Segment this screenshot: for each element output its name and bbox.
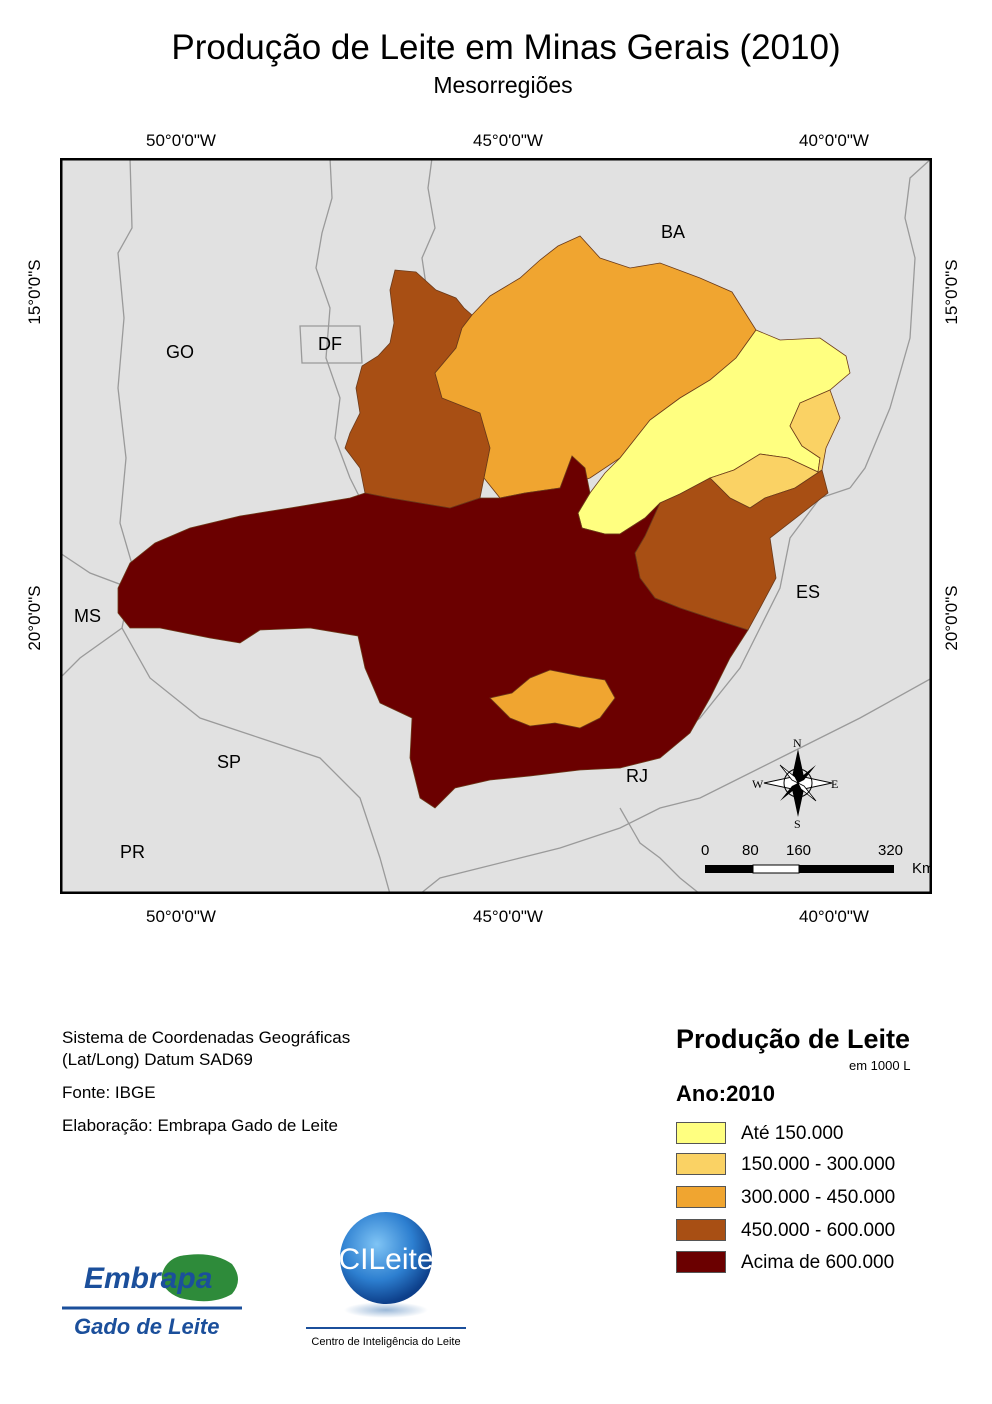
legend-label-5: Acima de 600.000 [741, 1252, 895, 1273]
legend-unit: em 1000 L [849, 1058, 911, 1073]
lat-label-left-bottom: 20°0'0"S [25, 585, 44, 651]
legend-swatch-5 [676, 1251, 726, 1273]
map-frame: BA GO DF MS SP PR RJ ES N S E W 0 80 [60, 158, 932, 894]
compass-w: W [752, 777, 764, 791]
label-df: DF [318, 334, 342, 354]
scale-tick-160: 160 [786, 842, 811, 859]
lon-label-bottom-right: 40°0'0"W [799, 907, 869, 926]
legend-swatch-3 [676, 1186, 726, 1208]
embrapa-name: Embrapa [84, 1262, 212, 1295]
map-subtitle: Mesorregiões [433, 72, 573, 98]
compass-e: E [831, 777, 838, 791]
lon-label-top-center: 45°0'0"W [473, 131, 543, 150]
legend-label-3: 300.000 - 450.000 [741, 1187, 896, 1208]
legend-year: Ano:2010 [676, 1081, 776, 1106]
label-pr: PR [120, 842, 145, 862]
legend-label-4: 450.000 - 600.000 [741, 1220, 896, 1241]
lat-label-left-top: 15°0'0"S [25, 259, 44, 325]
scale-unit: Km [912, 860, 932, 877]
region-campo-vertentes [489, 669, 616, 729]
compass-n: N [793, 736, 802, 750]
cileite-caption: Centro de Inteligência do Leite [311, 1336, 460, 1348]
lon-label-bottom-center: 45°0'0"W [473, 907, 543, 926]
embrapa-logo: Embrapa Gado de Leite [62, 1254, 242, 1339]
map-title: Produção de Leite em Minas Gerais (2010) [171, 28, 841, 67]
scale-tick-80: 80 [742, 842, 759, 859]
lon-label-bottom-left: 50°0'0"W [146, 907, 216, 926]
coordinate-system-line1: Sistema de Coordenadas Geográficas [62, 1028, 351, 1047]
lon-label-top-left: 50°0'0"W [146, 131, 216, 150]
scale-tick-320: 320 [878, 842, 903, 859]
compass-rose: N S E W [752, 736, 838, 831]
scale-tick-0: 0 [701, 842, 709, 859]
coordinate-system-line2: (Lat/Long) Datum SAD69 [62, 1050, 253, 1069]
lat-label-right-top: 15°0'0"S [942, 259, 961, 325]
label-ms: MS [74, 606, 101, 626]
cileite-shadow [344, 1302, 428, 1318]
cileite-globe-icon [340, 1212, 432, 1304]
label-es: ES [796, 582, 820, 602]
lat-label-right-bottom: 20°0'0"S [942, 585, 961, 651]
minas-gerais-regions [117, 235, 851, 809]
label-ba: BA [661, 222, 685, 242]
embrapa-unit: Gado de Leite [74, 1314, 219, 1339]
legend-label-2: 150.000 - 300.000 [741, 1154, 896, 1175]
legend-label-1: Até 150.000 [741, 1123, 844, 1144]
cileite-name: CILeite [338, 1243, 433, 1276]
cileite-logo: CILeite Centro de Inteligência do Leite [306, 1212, 466, 1348]
label-rj: RJ [626, 766, 648, 786]
scale-bar: 0 80 160 320 Km [701, 842, 932, 877]
lon-label-top-right: 40°0'0"W [799, 131, 869, 150]
legend-swatch-4 [676, 1219, 726, 1241]
source-text: Fonte: IBGE [62, 1083, 156, 1102]
embrapa-leaf-icon [161, 1254, 238, 1302]
elaboration-text: Elaboração: Embrapa Gado de Leite [62, 1116, 338, 1135]
map-border [60, 158, 932, 894]
legend-swatch-2 [676, 1153, 726, 1175]
compass-s: S [794, 817, 801, 831]
legend-swatch-1 [676, 1122, 726, 1144]
label-go: GO [166, 342, 194, 362]
label-sp: SP [217, 752, 241, 772]
legend-title: Produção de Leite [676, 1024, 911, 1054]
state-labels: BA GO DF MS SP PR RJ ES [74, 222, 820, 862]
